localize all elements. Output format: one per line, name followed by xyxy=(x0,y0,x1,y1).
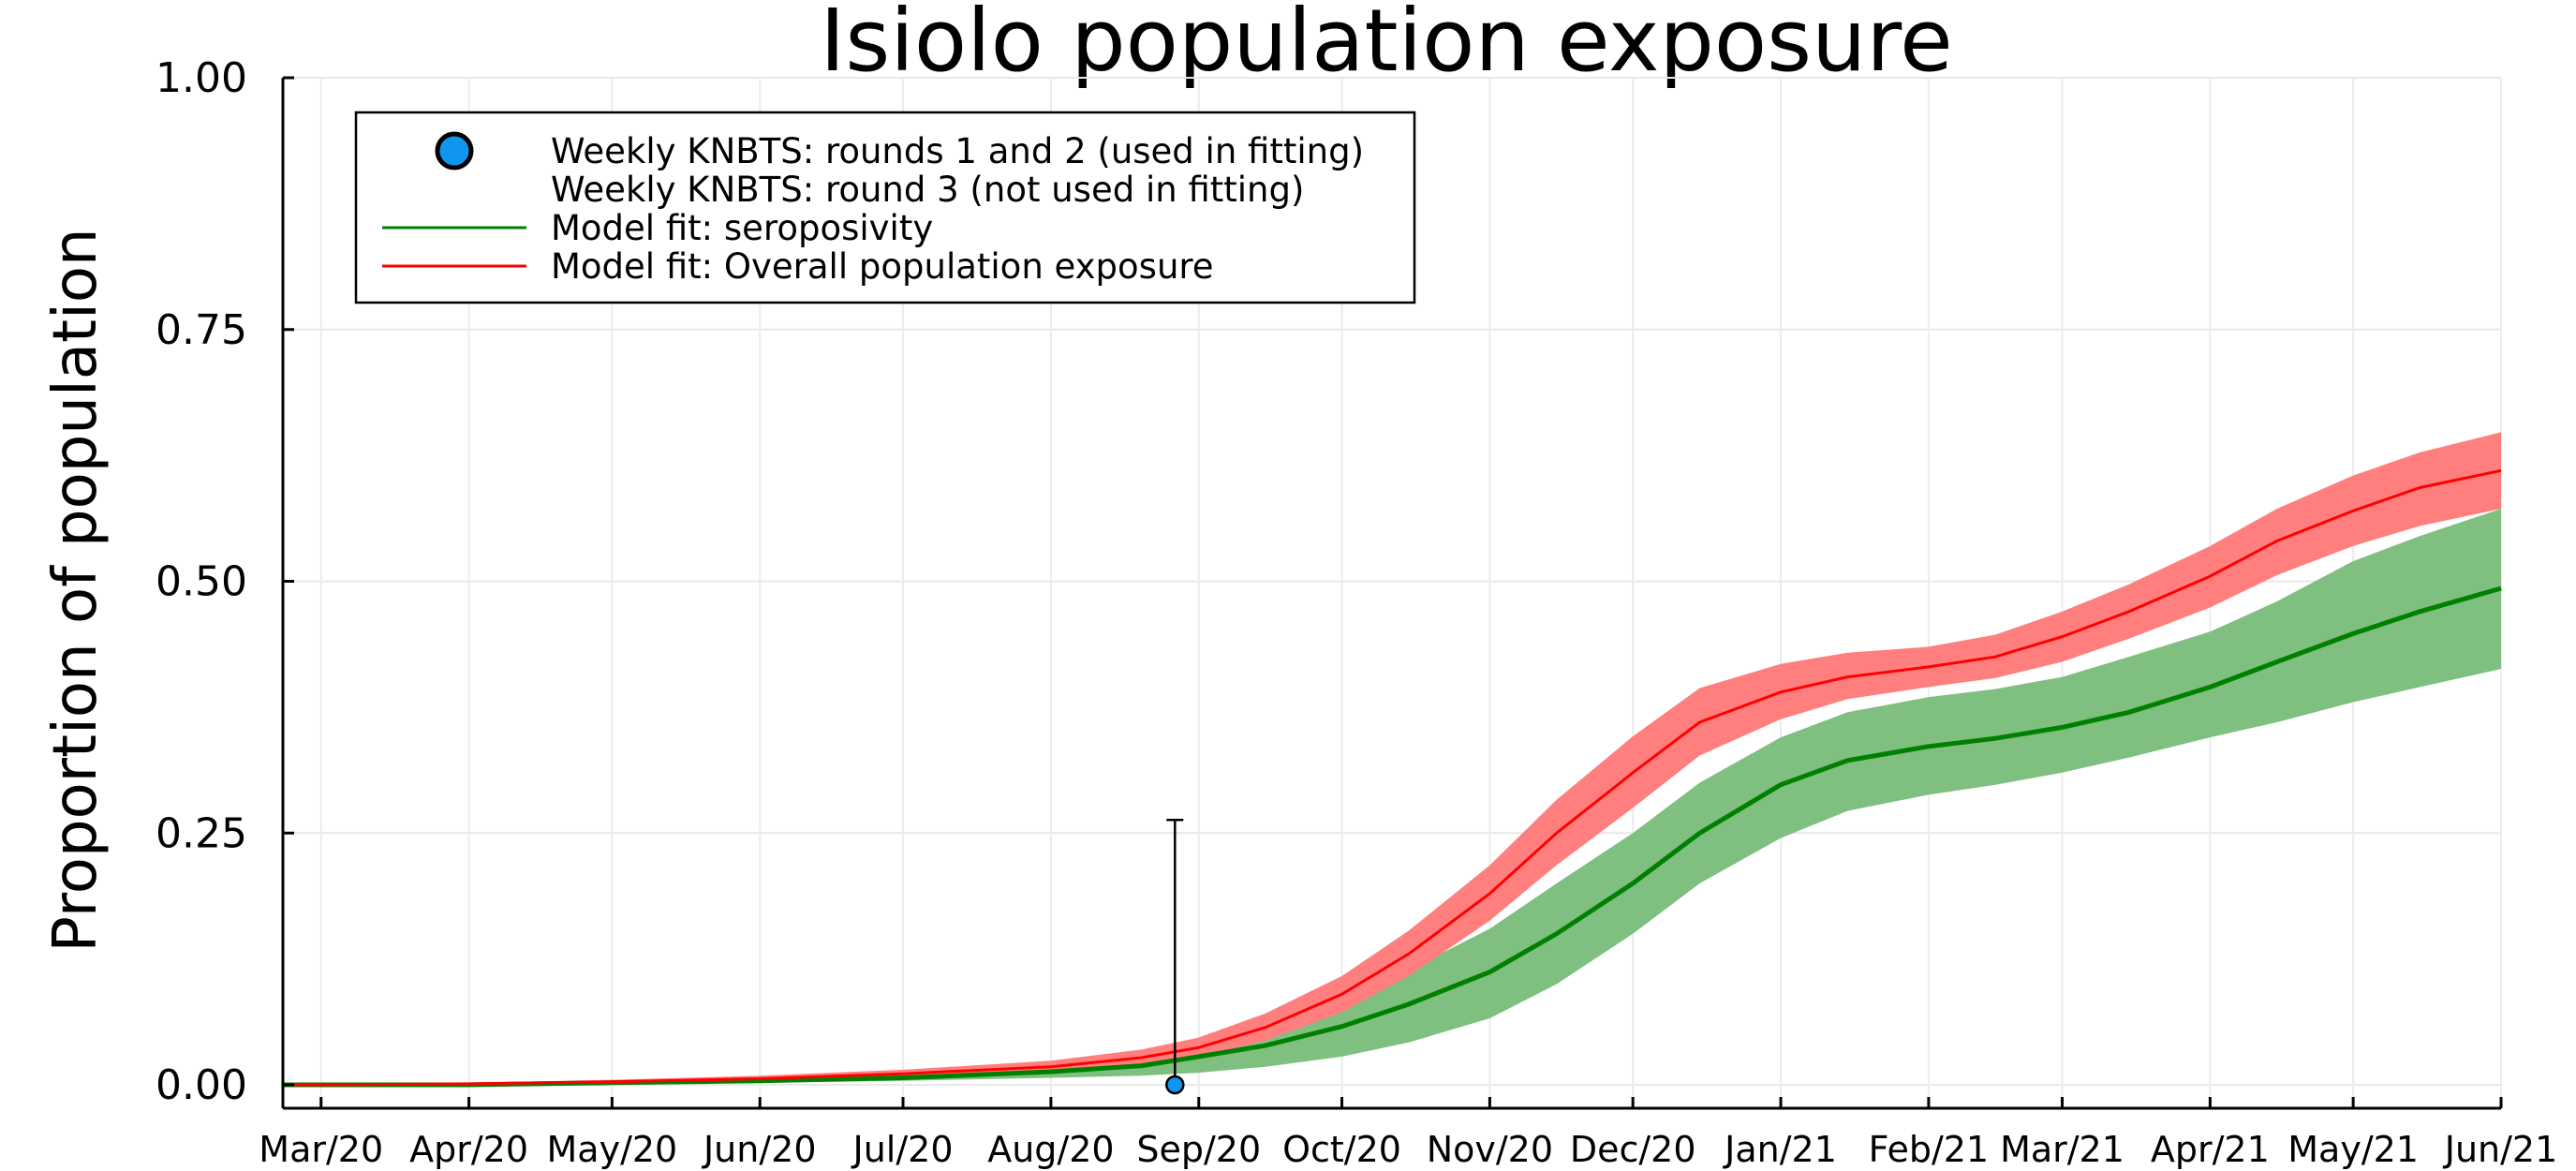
confidence-bands xyxy=(283,432,2501,1085)
x-tick-label: Mar/21 xyxy=(2000,1129,2124,1170)
x-tick-label: Jul/20 xyxy=(851,1129,954,1170)
series-line xyxy=(283,468,2502,1087)
x-tick-label: Jun/20 xyxy=(702,1129,817,1170)
x-tick-label: Mar/20 xyxy=(259,1129,383,1170)
x-tick-label: May/21 xyxy=(2287,1129,2419,1170)
x-tick-label: Nov/20 xyxy=(1427,1129,1553,1170)
data-point xyxy=(1165,1075,1185,1095)
chart-title: Isiolo population exposure xyxy=(820,0,1953,91)
x-tick-label: May/20 xyxy=(547,1129,678,1170)
legend-marker xyxy=(435,131,474,170)
y-tick-label: 0.50 xyxy=(155,558,247,606)
y-axis-label: Proportion of population xyxy=(41,228,111,952)
axes: 0.00 0.25 0.50 0.75 1.00 Mar/20 Apr/20 May/20 Ju… xyxy=(155,54,2557,1170)
legend-label: Weekly KNBTS: round 3 (not used in fitti… xyxy=(551,170,1304,210)
legend-label: Model fit: Overall population exposure xyxy=(551,246,1214,287)
legend-label: Weekly KNBTS: rounds 1 and 2 (used in fi… xyxy=(551,131,1364,171)
x-tick-label: Jan/21 xyxy=(1723,1129,1837,1170)
x-tick-label: Feb/21 xyxy=(1869,1129,1989,1170)
x-tick-label: Apr/21 xyxy=(2151,1129,2270,1170)
y-tick-label: 0.75 xyxy=(155,306,247,354)
y-tick-label: 1.00 xyxy=(155,54,247,102)
y-tick-label: 0.00 xyxy=(155,1061,247,1109)
x-tick-label: Sep/20 xyxy=(1136,1129,1261,1170)
legend: Weekly KNBTS: rounds 1 and 2 (used in fi… xyxy=(354,111,1416,304)
x-tick-label: Apr/20 xyxy=(409,1129,528,1170)
x-tick-label: Aug/20 xyxy=(987,1129,1114,1170)
confidence-band xyxy=(283,432,2501,1085)
x-tick-label: Dec/20 xyxy=(1570,1129,1696,1170)
legend-box xyxy=(354,111,1416,304)
legend-label: Model fit: seroposivity xyxy=(551,208,933,248)
x-tick-label: Oct/20 xyxy=(1282,1129,1401,1170)
x-tick-label: Jun/21 xyxy=(2443,1129,2558,1170)
data-points xyxy=(1165,819,1185,1095)
series-line xyxy=(283,586,2502,1088)
y-tick-label: 0.25 xyxy=(155,809,247,857)
series-lines xyxy=(283,468,2502,1088)
